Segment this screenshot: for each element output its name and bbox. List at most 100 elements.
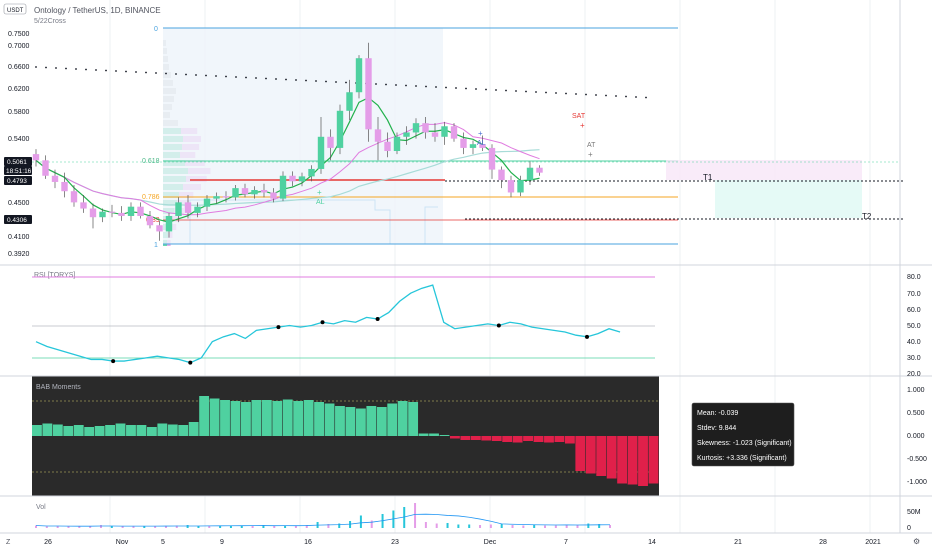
candles	[32, 42, 543, 241]
candle-body	[479, 144, 486, 148]
trail-dot	[225, 75, 227, 78]
volume-bar	[89, 526, 92, 528]
trail-dot	[375, 83, 377, 85]
volume-bar	[468, 524, 471, 528]
price-badge-label: 0.5061	[7, 159, 27, 166]
candle-body	[194, 206, 201, 213]
trail-dot	[515, 90, 517, 92]
trail-dot	[295, 79, 297, 81]
moments-bar	[544, 436, 554, 443]
moments-title: BAB Moments	[36, 384, 81, 391]
moments-bar	[355, 408, 366, 436]
trail-dot	[335, 81, 337, 83]
volume-tick: 50M	[907, 509, 921, 516]
moments-bar	[188, 422, 199, 436]
moments-bar	[585, 436, 596, 474]
moments-bar	[617, 436, 628, 484]
moments-bar	[491, 436, 502, 441]
volume-bar	[522, 525, 525, 528]
stat-kurtosis: Kurtosis: +3.336 (Significant)	[697, 455, 787, 462]
trail-dot	[645, 96, 647, 99]
price-tick: 0.7500	[8, 31, 30, 38]
moments-bar	[84, 427, 95, 436]
at-label: AT	[587, 142, 596, 149]
time-label: 21	[734, 539, 742, 546]
moments-bar	[366, 406, 377, 436]
volume-bar	[489, 524, 492, 528]
price-tick: 0.4100	[8, 234, 30, 241]
fib-label-618: 0.618	[142, 158, 160, 165]
candle-body	[393, 136, 401, 152]
stat-mean: Mean: -0.039	[697, 410, 738, 417]
moments-bar	[450, 436, 460, 439]
volume-bar	[565, 524, 568, 528]
moments-bar	[376, 407, 387, 436]
candle-body	[42, 160, 49, 176]
candle-body	[308, 168, 315, 177]
volume-bar	[457, 524, 460, 528]
time-axis[interactable]: 26 Nov 5 9 16 23 Dec 7 14 21 28 2021	[44, 539, 881, 546]
rsi-axis: 80.0 70.0 60.0 50.0 40.0 30.0 20.0	[907, 274, 921, 378]
volume-bar	[359, 515, 362, 528]
moments-bar	[178, 425, 189, 436]
volume-bar	[533, 525, 536, 528]
volume-bar	[338, 523, 341, 528]
volume-bar	[511, 525, 514, 528]
t2-label: T2	[862, 212, 872, 221]
rsi-pivot-dot	[188, 360, 193, 365]
rsi-pivot-dot	[111, 359, 116, 364]
trail-dot	[125, 70, 127, 73]
sat-label: SAT	[572, 113, 586, 120]
moments-bar	[470, 436, 481, 440]
candle-body	[279, 175, 287, 199]
candle-body	[536, 167, 543, 173]
settings-icon[interactable]: ⚙	[913, 537, 920, 546]
volume-bar	[251, 525, 254, 528]
zoom-icon[interactable]: Z	[6, 539, 11, 546]
price-axis[interactable]: 0.7500 0.7000 0.6600 0.6200 0.5800 0.5400 0.50…	[4, 31, 32, 258]
trail-dot	[245, 76, 247, 79]
trail-dot	[345, 81, 347, 84]
trail-dot	[535, 91, 537, 93]
moments-bar	[157, 423, 168, 436]
trail-dot	[475, 88, 477, 90]
moments-bar	[63, 426, 74, 436]
time-label: 26	[44, 539, 52, 546]
volume-bar	[284, 525, 287, 528]
svg-text:+: +	[580, 121, 585, 130]
chart-title[interactable]: Ontology / TetherUS, 1D, BINANCE	[34, 6, 161, 15]
moments-bar	[345, 407, 356, 436]
trail-dot	[85, 68, 87, 71]
candle-body	[507, 180, 515, 193]
candle-body	[232, 188, 239, 198]
moments-bar	[397, 401, 408, 436]
trail-dot	[205, 74, 207, 77]
trail-dot	[625, 95, 627, 98]
trail-dot	[395, 84, 397, 86]
timer-badge-label: 18:51:16	[6, 168, 32, 175]
candle-body	[469, 144, 477, 148]
moments-bar	[575, 436, 586, 471]
candle-body	[146, 215, 154, 226]
t1-label: T1	[703, 173, 713, 182]
symbol-badge[interactable]	[3, 3, 27, 15]
candle-body	[213, 196, 220, 199]
candle-body	[517, 180, 524, 193]
candle-body	[241, 188, 249, 195]
volume-bar	[99, 525, 102, 528]
time-label: Dec	[484, 539, 497, 546]
candle-body	[137, 206, 144, 216]
volume-bar	[587, 523, 590, 528]
stat-skewness: Skewness: -1.023 (Significant)	[697, 440, 792, 447]
volume-bar	[132, 526, 135, 528]
volume-tick: 0	[907, 525, 911, 532]
trail-dot	[545, 91, 547, 94]
moments-bar	[335, 406, 345, 436]
rsi-line	[35, 284, 621, 365]
price-tick: 0.3920	[8, 251, 30, 258]
rsi-pivot-dot	[496, 323, 501, 328]
moments-bar	[481, 436, 492, 441]
candle-body	[441, 126, 448, 137]
trail-dot	[465, 87, 467, 90]
